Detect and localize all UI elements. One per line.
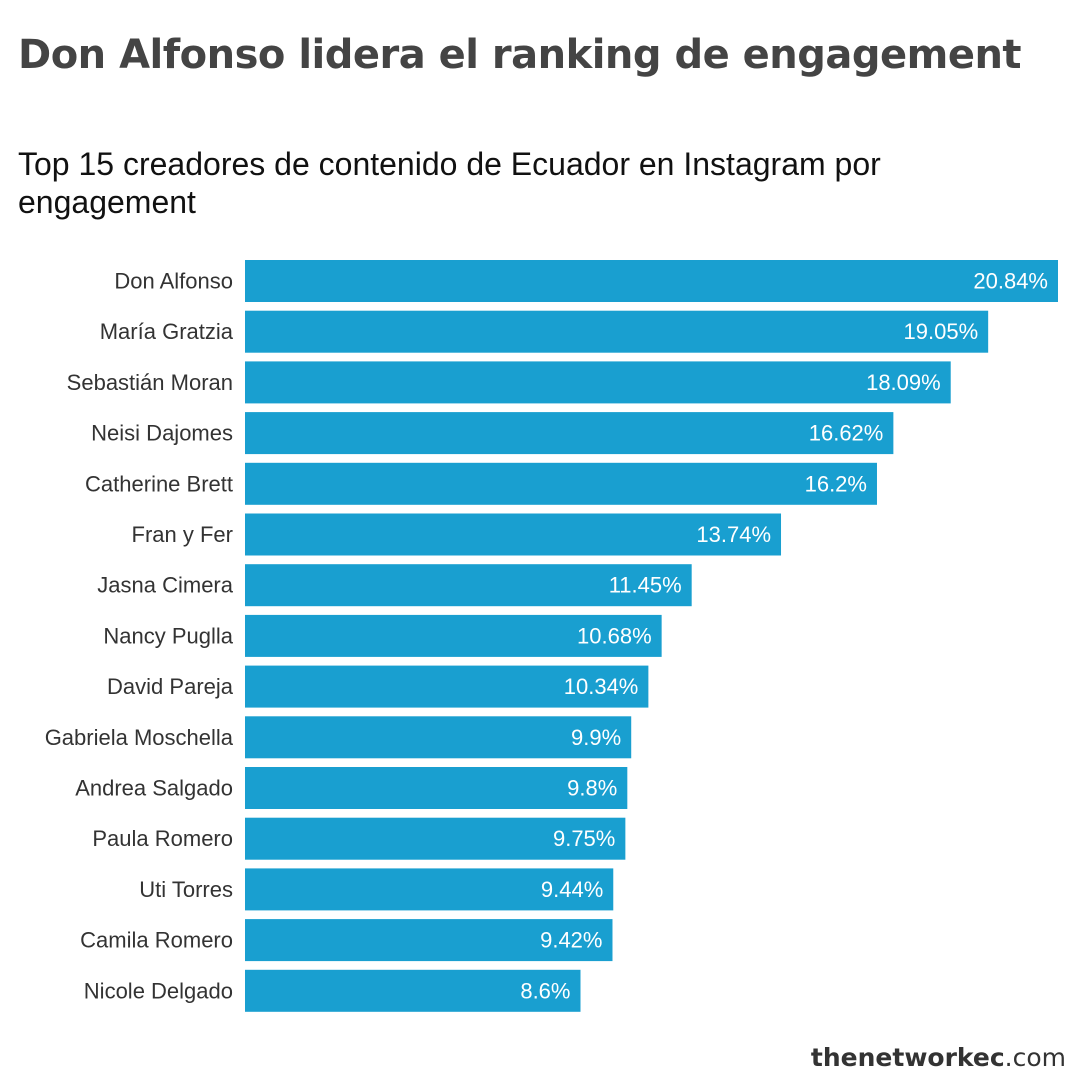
category-label-maria-gratzia: María Gratzia [100, 319, 234, 344]
category-label-jasna-cimera: Jasna Cimera [97, 573, 233, 598]
category-label-neisi-dajomes: Neisi Dajomes [91, 421, 233, 446]
category-label-nicole-delgado: Nicole Delgado [84, 978, 233, 1003]
bar-fran-y-fer [245, 513, 782, 556]
value-label-neisi-dajomes: 16.62% [809, 421, 884, 446]
value-label-fran-y-fer: 13.74% [696, 522, 771, 547]
source-brand-name: thenetworkec [810, 1043, 1005, 1072]
category-label-andrea-salgado: Andrea Salgado [75, 776, 233, 801]
source-brand-suffix: .com [1004, 1043, 1066, 1072]
value-label-jasna-cimera: 11.45% [609, 573, 682, 598]
category-label-gabriela-moschella: Gabriela Moschella [45, 725, 234, 750]
value-label-don-alfonso: 20.84% [973, 269, 1048, 294]
value-label-gabriela-moschella: 9.9% [571, 725, 621, 750]
category-label-uti-torres: Uti Torres [139, 877, 233, 902]
category-label-david-pareja: David Pareja [107, 674, 234, 699]
bar-nancy-puglla [245, 614, 662, 657]
value-label-catherine-brett: 16.2% [805, 471, 867, 496]
value-label-david-pareja: 10.34% [564, 674, 639, 699]
bar-neisi-dajomes [245, 412, 894, 455]
bar-chart-svg: Don Alfonso 20.84% María Gratzia 19.05% Seba… [45, 260, 1058, 1012]
bar-maria-gratzia [245, 310, 989, 353]
category-label-nancy-puglla: Nancy Puglla [103, 623, 233, 648]
value-label-camila-romero: 9.42% [540, 928, 602, 953]
value-label-nancy-puglla: 10.68% [577, 623, 652, 648]
bar-andrea-salgado [245, 767, 628, 809]
value-label-nicole-delgado: 8.6% [520, 978, 570, 1003]
bar-paula-romero [245, 817, 626, 860]
source-credit: thenetworkec.com [811, 1043, 1066, 1072]
category-label-paula-romero: Paula Romero [92, 826, 233, 851]
bar-camila-romero [245, 919, 613, 962]
bar-gabriela-moschella [245, 716, 632, 759]
bar-david-pareja [245, 665, 649, 708]
category-label-fran-y-fer: Fran y Fer [132, 522, 233, 547]
bar-don-alfonso [245, 260, 1058, 302]
bar-nicole-delgado [245, 969, 581, 1012]
value-label-maria-gratzia: 19.05% [904, 319, 979, 344]
category-label-don-alfonso: Don Alfonso [114, 269, 233, 294]
bar-sebastian-moran [245, 361, 951, 404]
bar-chart: Don Alfonso 20.84% María Gratzia 19.05% Seba… [0, 255, 1080, 1015]
value-label-paula-romero: 9.75% [553, 826, 615, 851]
category-label-sebastian-moran: Sebastián Moran [67, 370, 233, 395]
bar-jasna-cimera [245, 564, 692, 607]
chart-title: Don Alfonso lidera el ranking de engagem… [18, 32, 1022, 78]
bar-uti-torres [245, 868, 614, 911]
value-label-uti-torres: 9.44% [541, 877, 603, 902]
value-label-andrea-salgado: 9.8% [567, 776, 617, 801]
category-label-catherine-brett: Catherine Brett [85, 471, 233, 496]
chart-subtitle: Top 15 creadores de contenido de Ecuador… [18, 146, 881, 220]
category-label-camila-romero: Camila Romero [80, 928, 233, 953]
value-label-sebastian-moran: 18.09% [866, 370, 941, 395]
bar-catherine-brett [245, 462, 877, 505]
